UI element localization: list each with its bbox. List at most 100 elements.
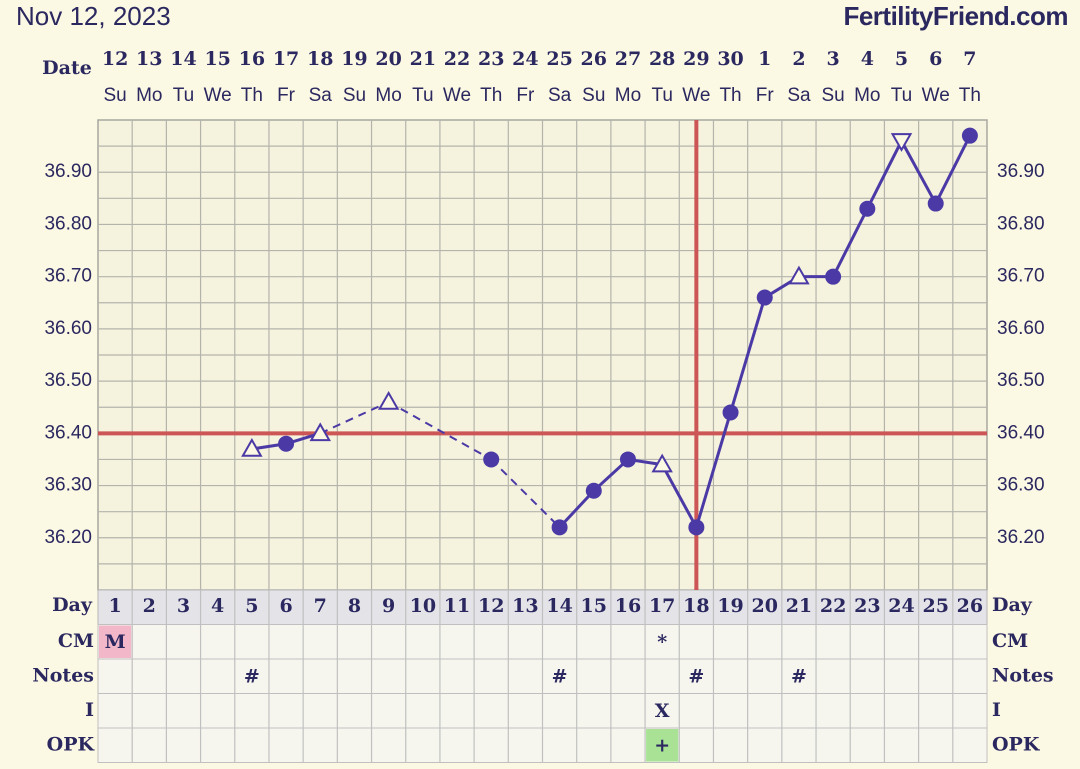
y-tick-label: 36.40 — [44, 422, 92, 443]
y-tick-label-right: 36.50 — [997, 370, 1045, 391]
row-label-right: OPK — [992, 733, 1041, 755]
day-number: 13 — [512, 595, 538, 617]
y-tick-label: 36.60 — [44, 318, 92, 339]
date-label: 20 — [375, 48, 401, 70]
y-tick-label: 36.50 — [44, 370, 92, 391]
temp-point-open — [377, 390, 400, 410]
day-number: 11 — [444, 595, 470, 617]
temp-point — [483, 451, 500, 468]
day-label: Day — [52, 594, 93, 616]
day-number: 16 — [615, 595, 641, 617]
cell-text: + — [654, 734, 670, 756]
cell-text: X — [655, 700, 670, 722]
date-label: 25 — [546, 48, 572, 70]
day-number: 1 — [108, 595, 121, 617]
weekday-label: Fr — [756, 85, 775, 106]
temp-point — [551, 519, 568, 536]
chart-title: Nov 12, 2023 — [16, 1, 171, 31]
date-label: 18 — [307, 48, 333, 70]
date-label: 19 — [341, 48, 367, 70]
date-label: 23 — [478, 48, 504, 70]
temp-point — [688, 519, 705, 536]
day-number: 6 — [279, 595, 292, 617]
date-label: 2 — [792, 48, 805, 70]
date-label: 7 — [963, 48, 976, 70]
temp-point — [619, 451, 636, 468]
day-number: 9 — [382, 595, 395, 617]
temp-point-open — [309, 422, 331, 442]
y-tick-label: 36.70 — [44, 266, 92, 287]
date-label: 4 — [861, 48, 874, 70]
weekday-label: Mo — [615, 85, 641, 106]
highlight-cell — [646, 729, 679, 762]
date-label: 30 — [717, 48, 743, 70]
date-label: 27 — [615, 48, 641, 70]
temp-point — [585, 482, 602, 499]
weekday-label: Fr — [516, 85, 535, 106]
date-label: 15 — [204, 48, 230, 70]
date-label: 16 — [239, 48, 265, 70]
y-tick-label-right: 36.30 — [997, 475, 1045, 496]
weekday-label: Mo — [375, 85, 401, 106]
y-tick-label: 36.30 — [44, 475, 92, 496]
weekday-label: Tu — [891, 85, 912, 106]
highlight-cell — [99, 625, 132, 658]
day-number: 10 — [410, 595, 436, 617]
weekday-label: Mo — [136, 85, 162, 106]
day-number: 15 — [581, 595, 607, 617]
weekday-label: We — [922, 85, 950, 106]
day-number: 2 — [143, 595, 156, 617]
temp-line — [388, 401, 492, 461]
day-number: 24 — [888, 595, 914, 617]
temp-line — [660, 463, 698, 529]
row-label: Notes — [32, 664, 94, 686]
date-label: 26 — [581, 48, 607, 70]
day-number: 23 — [854, 595, 880, 617]
date-label: 1 — [758, 48, 771, 70]
weekday-label: Tu — [651, 85, 672, 106]
y-tick-label-right: 36.60 — [997, 318, 1045, 339]
temp-point-open — [241, 437, 263, 457]
day-number: 8 — [348, 595, 361, 617]
weekday-label: Su — [822, 85, 845, 106]
site-name: FertilityFriend.com — [843, 1, 1068, 31]
date-label: 5 — [895, 48, 908, 70]
y-tick-label-right: 36.20 — [997, 527, 1045, 548]
weekday-label: We — [204, 85, 232, 106]
y-tick-label: 36.90 — [44, 161, 92, 182]
date-label: 3 — [827, 48, 840, 70]
temp-line — [490, 458, 561, 529]
weekday-label: Fr — [277, 85, 296, 106]
temp-line — [558, 489, 595, 529]
day-number: 22 — [820, 595, 846, 617]
y-tick-label-right: 36.40 — [997, 422, 1045, 443]
temp-point — [278, 435, 295, 452]
temp-line — [831, 208, 869, 278]
row-label: CM — [58, 630, 94, 652]
weekday-label: Th — [719, 85, 741, 106]
weekday-label: Tu — [412, 85, 433, 106]
day-number: 20 — [752, 595, 778, 617]
date-label: 13 — [136, 48, 162, 70]
temp-point — [927, 195, 944, 212]
y-tick-label: 36.80 — [44, 213, 92, 234]
temp-point-open — [788, 265, 810, 285]
temp-line — [694, 412, 732, 528]
date-label: 12 — [102, 48, 128, 70]
day-number: 19 — [717, 595, 743, 617]
date-label: 14 — [170, 48, 196, 70]
day-number: 26 — [957, 595, 983, 617]
day-number: 21 — [786, 595, 812, 617]
cell-text: * — [657, 631, 667, 653]
cell-text: # — [552, 665, 568, 687]
day-number: 25 — [922, 595, 948, 617]
date-label: 21 — [410, 48, 436, 70]
weekday-label: Tu — [173, 85, 194, 106]
row-label: I — [85, 699, 94, 721]
weekday-label: Su — [343, 85, 366, 106]
temp-point — [961, 127, 978, 144]
weekday-label: Th — [959, 85, 981, 106]
weekday-label: We — [682, 85, 710, 106]
temp-line — [865, 140, 903, 210]
